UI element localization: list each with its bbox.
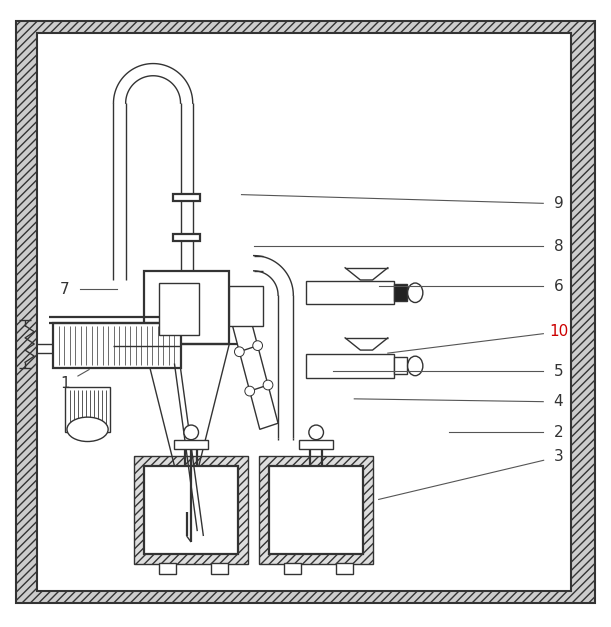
Circle shape (253, 340, 263, 350)
Bar (306, 354, 394, 377)
Bar (159, 283, 199, 335)
Bar (306, 281, 394, 304)
Bar (65, 387, 111, 433)
Circle shape (263, 380, 273, 390)
Ellipse shape (408, 356, 423, 376)
Bar (174, 440, 208, 449)
Bar (144, 466, 238, 554)
Circle shape (309, 425, 323, 440)
Bar (284, 563, 301, 574)
Text: 5: 5 (554, 364, 563, 379)
Text: 8: 8 (554, 239, 563, 254)
Bar (53, 323, 180, 369)
Text: 3: 3 (554, 450, 563, 464)
Bar (134, 456, 248, 564)
Bar (144, 271, 229, 344)
Bar (159, 563, 176, 574)
Bar (211, 563, 228, 574)
Bar (259, 456, 373, 564)
Text: 2: 2 (554, 425, 563, 440)
Circle shape (184, 425, 199, 440)
Polygon shape (229, 307, 278, 429)
Bar (299, 440, 333, 449)
Text: 1: 1 (60, 376, 70, 391)
Circle shape (235, 347, 244, 357)
Text: 10: 10 (549, 324, 568, 339)
Bar (394, 357, 408, 374)
Text: 7: 7 (60, 282, 70, 297)
Ellipse shape (67, 417, 108, 441)
Text: 6: 6 (554, 278, 563, 293)
Bar (229, 286, 263, 325)
Bar (269, 466, 364, 554)
Bar (394, 284, 408, 302)
Text: 4: 4 (554, 394, 563, 409)
Bar (173, 194, 200, 201)
Bar (173, 234, 200, 241)
Ellipse shape (408, 283, 423, 302)
Bar (37, 33, 571, 591)
Circle shape (245, 386, 255, 396)
Text: 9: 9 (554, 196, 563, 211)
Bar (336, 563, 353, 574)
